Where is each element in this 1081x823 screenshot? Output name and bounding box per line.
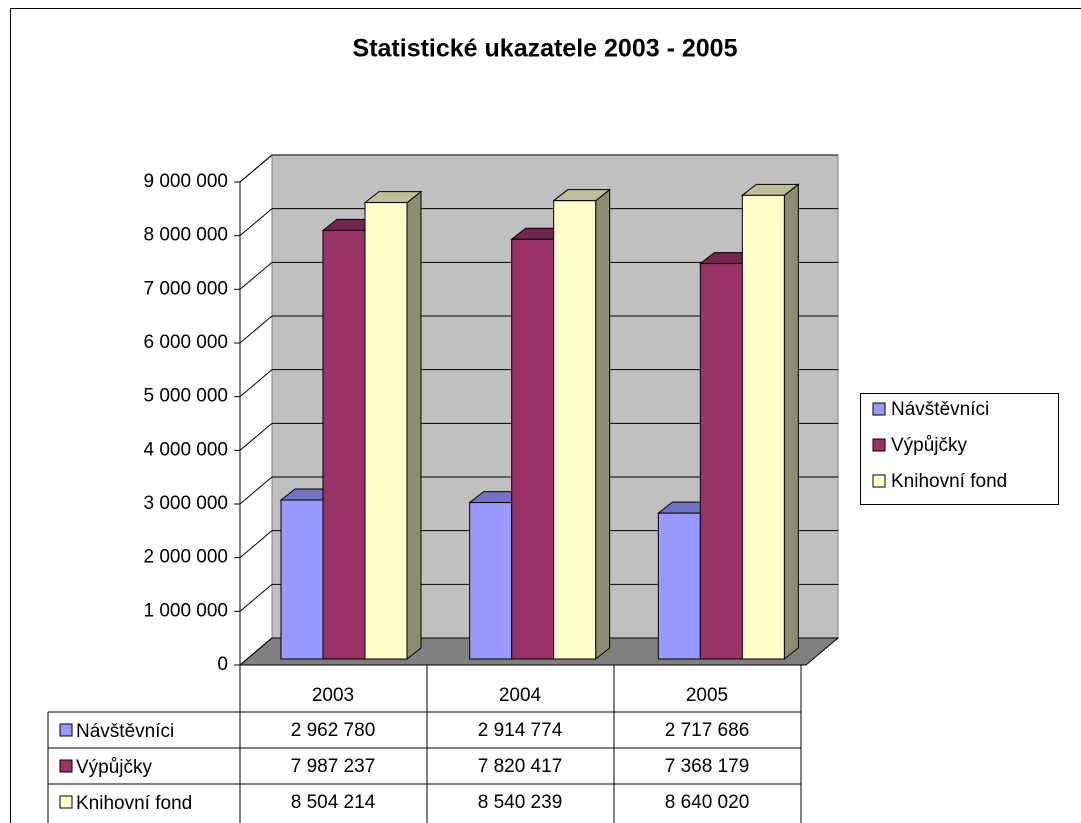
grid-line <box>239 369 273 398</box>
table-value: 2 914 774 <box>478 720 563 741</box>
x-tick-label: 2003 <box>312 685 354 706</box>
x-tick-label: 2005 <box>686 685 728 706</box>
table-value: 7 820 417 <box>478 756 563 777</box>
grid-line <box>239 422 273 451</box>
bar-front <box>553 200 597 660</box>
y-axis-depth <box>239 154 273 183</box>
bar-side <box>595 188 611 661</box>
legend-swatch <box>872 438 886 452</box>
table-value: 7 368 179 <box>665 756 750 777</box>
table-value: 8 640 020 <box>665 792 750 813</box>
legend-box <box>860 393 1059 505</box>
bar-front <box>364 202 408 660</box>
y-tick-label: 5 000 000 <box>143 386 228 407</box>
table-value: 2 962 780 <box>291 720 376 741</box>
grid-line <box>239 261 273 290</box>
table-value: 7 987 237 <box>291 756 376 777</box>
y-tick-label: 1 000 000 <box>143 600 228 621</box>
table-value: 8 504 214 <box>291 792 376 813</box>
bar <box>740 183 800 661</box>
y-tick-label: 4 000 000 <box>143 439 228 460</box>
y-tick-label: 7 000 000 <box>143 278 228 299</box>
table-legend-swatch <box>59 759 73 773</box>
grid-line <box>239 637 273 666</box>
chart-title: Statistické ukazatele 2003 - 2005 <box>353 35 738 63</box>
y-tick-label: 2 000 000 <box>143 547 228 568</box>
bar <box>552 188 612 661</box>
grid-line <box>239 583 273 612</box>
x-tick-label: 2004 <box>499 685 542 706</box>
legend-label: Knihovní fond <box>891 471 1007 492</box>
table-series-name: Knihovní fond <box>76 793 192 814</box>
table-series-name: Návštěvníci <box>76 721 174 742</box>
legend-swatch <box>872 474 886 488</box>
y-tick-label: 9 000 000 <box>143 171 228 192</box>
table-series-name: Výpůjčky <box>76 757 153 778</box>
bar-front <box>657 512 701 660</box>
grid-line <box>239 530 273 559</box>
legend-swatch <box>872 402 886 416</box>
grid-line <box>239 208 273 237</box>
grid-line <box>239 476 273 505</box>
table-value: 2 717 686 <box>665 720 750 741</box>
y-tick-label: 0 <box>217 654 228 675</box>
y-tick-label: 3 000 000 <box>143 493 228 514</box>
bar-front <box>699 263 743 660</box>
bar-front <box>280 499 324 660</box>
legend-label: Návštěvníci <box>891 399 989 420</box>
y-tick-label: 8 000 000 <box>143 225 228 246</box>
grid-line <box>239 315 273 344</box>
bar-front <box>322 229 366 660</box>
table-legend-swatch <box>59 723 73 737</box>
bar-side <box>406 190 422 661</box>
bar-front <box>469 502 513 660</box>
table-value: 8 540 239 <box>478 792 563 813</box>
legend-label: Výpůjčky <box>891 435 968 456</box>
bar-front <box>511 238 555 660</box>
table-legend-swatch <box>59 795 73 809</box>
bar <box>363 190 423 661</box>
bar-side <box>783 183 799 661</box>
bar-front <box>741 194 785 660</box>
y-tick-label: 6 000 000 <box>143 332 228 353</box>
